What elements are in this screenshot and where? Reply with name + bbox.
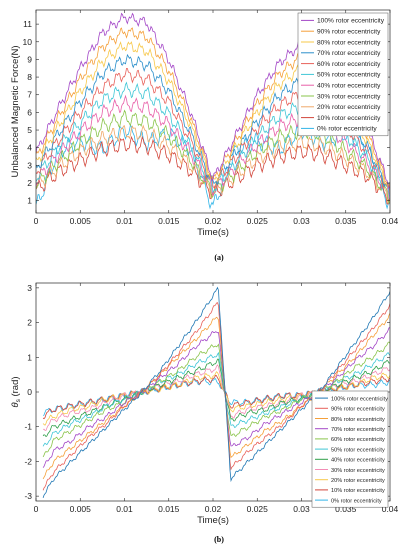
y-tick-label: 11 <box>23 19 32 29</box>
legend-entry: 100% rotor eccentricity <box>331 396 388 402</box>
y-axis-label: θs (rad) <box>10 376 22 407</box>
y-tick-label: 2 <box>27 318 32 328</box>
y-tick-label: 7 <box>27 90 32 100</box>
x-tick-label: 0.03 <box>293 216 310 226</box>
series-line <box>42 313 390 480</box>
legend-entry: 40% rotor eccentricity <box>317 83 381 90</box>
x-tick-label: 0.015 <box>158 504 180 514</box>
legend-entry: 30% rotor eccentricity <box>317 93 381 100</box>
legend-entry: 30% rotor eccentricity <box>331 468 385 474</box>
y-tick-label: 6 <box>27 107 32 117</box>
series-line <box>42 371 390 426</box>
x-tick-label: 0 <box>34 216 39 226</box>
x-tick-label: 0.02 <box>205 504 222 514</box>
x-tick-label: 0.01 <box>116 216 133 226</box>
caption-b: (b) <box>214 535 224 544</box>
legend-entry: 100% rotor eccentricity <box>317 18 385 25</box>
series-line <box>42 341 390 458</box>
x-tick-label: 0.04 <box>382 504 399 514</box>
legend-entry: 90% rotor eccentricity <box>331 407 385 413</box>
x-tick-label: 0.005 <box>70 216 92 226</box>
y-tick-label: 5 <box>27 125 32 135</box>
legend-entry: 40% rotor eccentricity <box>331 458 385 464</box>
x-tick-label: 0.005 <box>70 504 92 514</box>
y-tick-label: 10 <box>23 37 33 47</box>
legend-entry: 0% rotor eccentricity <box>331 498 382 504</box>
legend-entry: 10% rotor eccentricity <box>331 488 385 494</box>
x-tick-label: 0.025 <box>247 216 269 226</box>
y-tick-label: 2 <box>27 178 32 188</box>
legend-entry: 80% rotor eccentricity <box>331 417 385 423</box>
legend-entry: 70% rotor eccentricity <box>317 50 381 57</box>
legend-entry: 20% rotor eccentricity <box>331 478 385 484</box>
series-line <box>36 124 390 210</box>
y-tick-label: 1 <box>27 352 32 362</box>
legend-entry: 80% rotor eccentricity <box>317 39 381 46</box>
x-tick-label: 0.03 <box>293 504 310 514</box>
legend-entry: 90% rotor eccentricity <box>317 29 381 36</box>
x-tick-label: 0.02 <box>205 216 222 226</box>
legend-entry: 20% rotor eccentricity <box>317 104 381 111</box>
y-tick-label: 3 <box>27 160 32 170</box>
caption-a: (a) <box>214 253 224 262</box>
y-tick-label: -2 <box>24 456 32 466</box>
y-tick-label: -3 <box>24 491 32 501</box>
x-axis-label: Time(s) <box>197 515 229 526</box>
legend-entry: 60% rotor eccentricity <box>331 437 385 443</box>
legend-entry: 60% rotor eccentricity <box>317 61 381 68</box>
series-line <box>42 327 390 468</box>
x-tick-label: 0.01 <box>116 504 133 514</box>
x-tick-label: 0.035 <box>335 216 357 226</box>
x-tick-label: 0 <box>34 504 39 514</box>
legend: 100% rotor eccentricity 90% rotor eccentr… <box>297 12 389 137</box>
y-tick-label: 9 <box>27 54 32 64</box>
y-tick-label: 0 <box>27 387 32 397</box>
series-line <box>42 286 390 499</box>
legend-entry: 0% rotor eccentricity <box>317 126 377 133</box>
x-tick-label: 0.035 <box>335 504 357 514</box>
legend: 100% rotor eccentricity 90% rotor eccentr… <box>311 390 389 508</box>
y-axis-label: Unbalanced Magnetic Force(N) <box>10 45 21 177</box>
y-tick-label: 8 <box>27 72 32 82</box>
series-line <box>42 302 390 491</box>
legend-entry: 70% rotor eccentricity <box>331 427 385 433</box>
series-line <box>42 374 390 420</box>
legend-entry: 50% rotor eccentricity <box>331 447 385 453</box>
x-tick-label: 0.025 <box>247 504 269 514</box>
y-tick-label: 3 <box>27 283 32 293</box>
y-tick-label: 4 <box>27 143 32 153</box>
x-axis-label: Time(s) <box>197 227 229 238</box>
y-tick-label: 1 <box>27 196 32 206</box>
series-line <box>36 124 390 204</box>
x-tick-label: 0.015 <box>158 216 180 226</box>
chart-b: 0 0.005 0.01 0.015 0.02 0.025 0.03 0.035 0.04 -3 -… <box>10 282 399 526</box>
legend-entry: 50% rotor eccentricity <box>317 72 381 79</box>
x-tick-label: 0.04 <box>382 216 399 226</box>
y-tick-label: -1 <box>24 422 32 432</box>
chart-a: 0 0.005 0.01 0.015 0.02 0.025 0.03 0.035 0.04 1 2 3… <box>10 9 399 238</box>
legend-entry: 10% rotor eccentricity <box>317 115 381 122</box>
